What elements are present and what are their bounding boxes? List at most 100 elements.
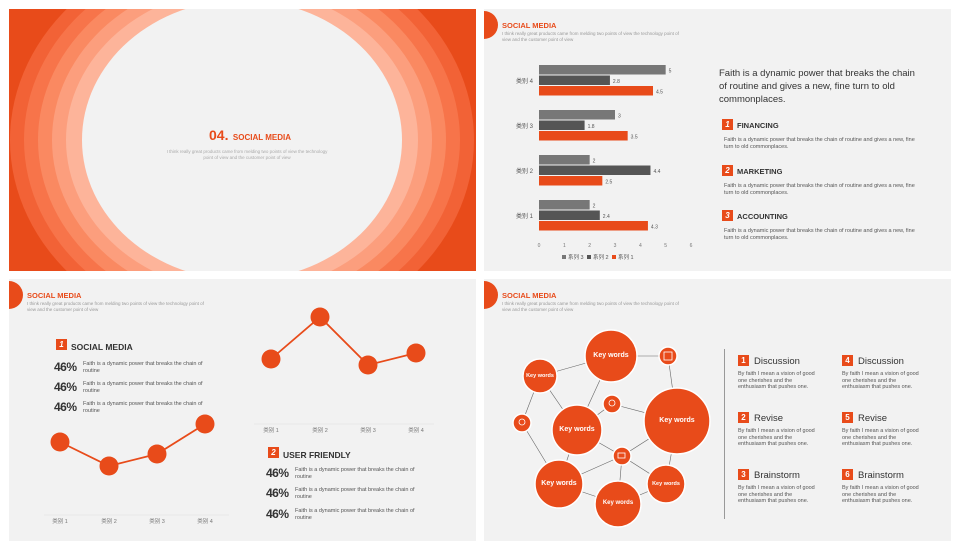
category-label: 类别 4 <box>408 426 424 434</box>
legend-swatch <box>562 255 566 259</box>
data-point <box>310 307 330 327</box>
bar-chart: 0 1 2 3 4 5 6 类别 4 5 2.8 4.5 类别 3 3 1.8 3.5 类别 2 2 4.4 2.5… <box>516 65 693 261</box>
bar-value-label: 4.3 <box>651 225 658 231</box>
section-2-title: USER FRIENDLY <box>283 450 351 460</box>
bar <box>539 200 590 210</box>
lightbulb-icon <box>512 413 532 433</box>
step-5-number: 5 <box>842 412 853 423</box>
step-6-number: 6 <box>842 469 853 480</box>
x-tick-label: 2 <box>588 243 591 249</box>
slide-subtitle: I think really great products came from … <box>502 31 679 42</box>
data-point <box>406 343 426 363</box>
step-1-title: Discussion <box>754 356 800 367</box>
category-label: 类别 3 <box>149 517 165 525</box>
category-label: 类别 4 <box>516 77 534 85</box>
step-6-title: Brainstorm <box>858 470 904 481</box>
bar <box>539 131 628 141</box>
step-5-text: By faith I mean a vision of good one che… <box>842 428 919 447</box>
slide-2-bar-chart[interactable]: SOCIAL MEDIA I think really great produc… <box>484 9 951 271</box>
step-4-text: By faith I mean a vision of good one che… <box>842 371 919 390</box>
x-tick-label: 1 <box>563 243 566 249</box>
stat-text: Faith is a dynamic power that breaks the… <box>295 467 415 480</box>
item-3-title: ACCOUNTING <box>737 212 788 221</box>
stat-percent: 46% <box>266 466 289 480</box>
slide-3-line-charts[interactable]: SOCIAL MEDIA I think really great produc… <box>9 279 476 541</box>
bar <box>539 221 648 231</box>
slide-1-title[interactable]: 04. SOCIAL MEDIA I think really great pr… <box>9 9 476 271</box>
step-3-title: Brainstorm <box>754 470 800 481</box>
stat-percent: 46% <box>266 507 289 521</box>
step-2-title: Revise <box>754 413 784 424</box>
slide-title: SOCIAL MEDIA <box>502 291 557 300</box>
data-point <box>261 349 281 369</box>
category-label: 类别 3 <box>516 122 534 130</box>
bar <box>539 165 651 175</box>
data-point <box>50 432 70 452</box>
keyword-network-diagram <box>512 329 711 528</box>
x-tick-label: 3 <box>614 243 617 249</box>
bar-value-label: 2.5 <box>605 180 612 186</box>
bar <box>539 75 610 85</box>
stat-percent: 46% <box>54 400 77 414</box>
bar <box>539 110 615 120</box>
slide-subtitle: I think really great products came from … <box>502 301 679 312</box>
item-2-title: MARKETING <box>737 167 783 176</box>
stat-percent: 46% <box>266 486 289 500</box>
section-1-number: 1 <box>56 339 67 350</box>
step-6-text: By faith I mean a vision of good one che… <box>842 485 919 504</box>
bar-value-label: 3.5 <box>631 135 638 141</box>
bar-value-label: 2.8 <box>613 79 620 85</box>
section-2-number: 2 <box>268 447 279 458</box>
bar-value-label: 4.4 <box>653 169 660 175</box>
step-1-number: 1 <box>738 355 749 366</box>
bar <box>539 65 666 75</box>
x-tick-label: 0 <box>538 243 541 249</box>
bar-value-label: 2 <box>593 159 596 165</box>
keyword-bubble-label: Key words <box>652 481 680 487</box>
step-1-text: By faith I mean a vision of good one che… <box>738 371 815 390</box>
step-2-text: By faith I mean a vision of good one che… <box>738 428 815 447</box>
header-dot <box>9 281 23 309</box>
section-number: 04. <box>209 127 229 143</box>
line-chart-right: 类别 1 类别 2 类别 3 类别 4 <box>254 307 434 434</box>
slide-title: SOCIAL MEDIA <box>502 21 557 30</box>
stamp-icon <box>658 346 678 366</box>
step-5-title: Revise <box>858 413 888 424</box>
category-label: 类别 3 <box>360 426 376 434</box>
item-1-text: Faith is a dynamic power that breaks the… <box>724 137 915 150</box>
data-point <box>147 444 167 464</box>
category-label: 类别 2 <box>516 167 534 175</box>
item-1-number: 1 <box>722 119 733 130</box>
x-tick-label: 6 <box>690 243 693 249</box>
bar <box>539 86 653 96</box>
bar-value-label: 1.8 <box>588 124 595 130</box>
keyword-bubble-label: Key words <box>659 417 695 424</box>
bar-value-label: 2 <box>593 204 596 210</box>
coffee-cup-icon <box>612 446 632 466</box>
keyword-bubble-label: Key words <box>541 480 577 487</box>
header-dot <box>484 281 498 309</box>
keyword-bubble-label: Key words <box>559 426 595 433</box>
slide-4-keyword-network[interactable]: SOCIAL MEDIA I think really great produc… <box>484 279 951 541</box>
category-label: 类别 1 <box>52 517 68 525</box>
location-pin-icon <box>602 394 622 414</box>
bar-value-label: 5 <box>669 69 672 75</box>
step-3-text: By faith I mean a vision of good one che… <box>738 485 815 504</box>
category-label: 类别 4 <box>197 517 213 525</box>
bar <box>539 120 585 130</box>
data-point <box>195 414 215 434</box>
bar-value-label: 2.4 <box>603 214 610 220</box>
slide-subtitle: I think really great products came from … <box>27 301 204 312</box>
item-2-text: Faith is a dynamic power that breaks the… <box>724 183 915 196</box>
slide-1-heading: 04. SOCIAL MEDIA <box>209 127 291 145</box>
category-label: 类别 1 <box>263 426 279 434</box>
bar <box>539 176 603 186</box>
concentric-arcs-decoration <box>10 9 474 271</box>
bar-value-label: 4.5 <box>656 90 663 96</box>
data-point <box>358 355 378 375</box>
x-tick-label: 4 <box>639 243 642 249</box>
stat-text: Faith is a dynamic power that breaks the… <box>295 508 415 521</box>
series-line <box>270 315 417 366</box>
bar <box>539 155 590 165</box>
item-1-title: FINANCING <box>737 121 779 130</box>
